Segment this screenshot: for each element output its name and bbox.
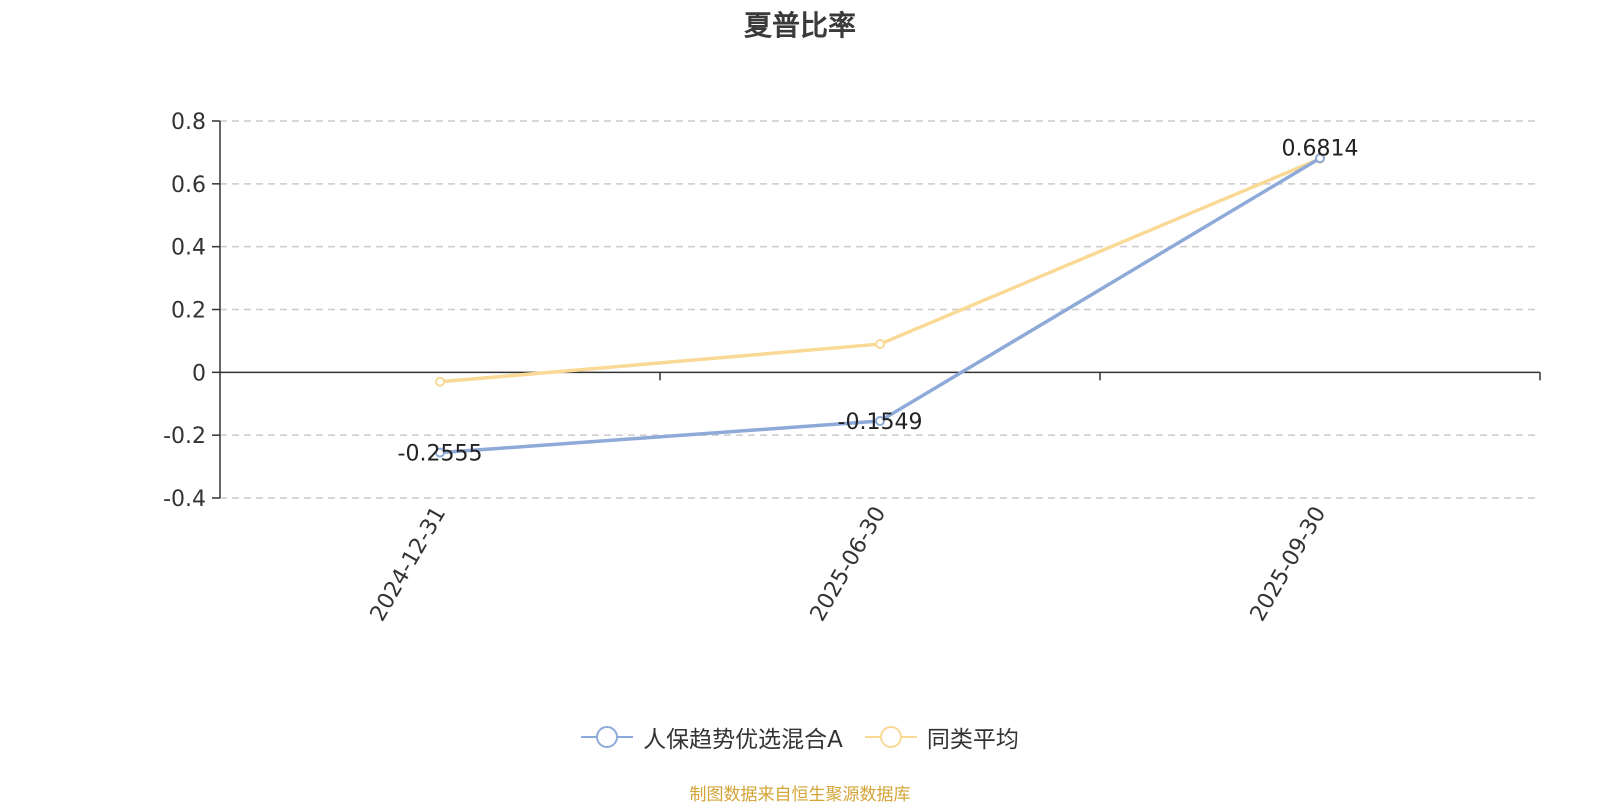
legend-item-fund[interactable]: 人保趋势优选混合A — [581, 720, 843, 754]
x-tick-label: 2025-06-30 — [806, 503, 892, 626]
data-point — [1315, 153, 1325, 164]
y-tick-label: 0.4 — [171, 236, 206, 261]
legend-swatch-fund-icon — [581, 725, 634, 749]
x-tick-label: 2025-09-30 — [1246, 503, 1332, 626]
legend-item-peer-average[interactable]: 同类平均 — [864, 720, 1019, 754]
data-point — [875, 415, 885, 426]
data-point — [875, 339, 885, 350]
data-label: -0.2555 — [398, 442, 483, 467]
data-label: 0.6814 — [1282, 136, 1359, 161]
y-tick-label: -0.2 — [163, 424, 206, 449]
data-label: -0.1549 — [838, 410, 923, 435]
y-tick-label: 0.2 — [171, 299, 206, 324]
y-tick-label: 0 — [192, 361, 206, 386]
data-point — [435, 376, 445, 387]
legend-label-fund: 人保趋势优选混合A — [643, 727, 843, 753]
series-line — [439, 156, 1321, 455]
legend-swatch-peer-average-icon — [864, 725, 917, 749]
data-source-note: 制图数据来自恒生聚源数据库 — [689, 785, 911, 805]
data-point — [435, 447, 445, 458]
chart-title: 夏普比率 — [743, 9, 856, 42]
legend: 人保趋势优选混合A 同类平均 — [0, 720, 1600, 754]
y-tick-label: -0.4 — [163, 487, 206, 512]
legend-label-peer-average: 同类平均 — [926, 727, 1019, 753]
y-tick-label: 0.6 — [171, 173, 206, 198]
x-tick-label: 2024-12-31 — [366, 503, 452, 626]
y-tick-label: 0.8 — [171, 110, 206, 135]
